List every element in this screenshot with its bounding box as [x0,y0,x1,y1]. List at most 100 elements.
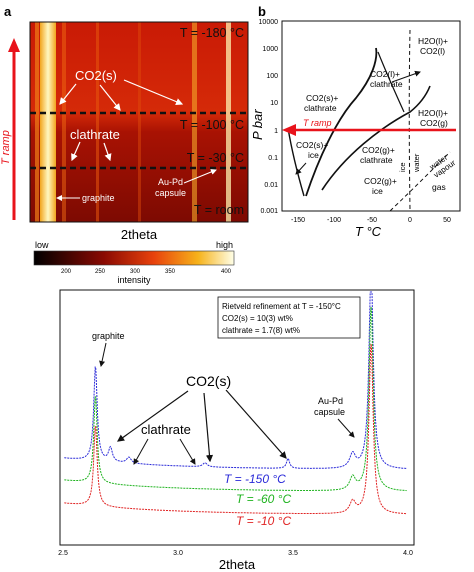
series-label-150: T = -150 °C [224,472,286,486]
heatmap [30,22,248,222]
colorbar-high: high [216,240,233,250]
arrow [71,141,81,162]
panel-b-label: b [258,4,266,19]
aupd-label-c-2: capsule [314,407,345,417]
x-axis-label-b: T °C [355,224,382,239]
region-label: CO2(g) [420,118,448,128]
x-tick-label: 50 [443,217,451,224]
region-label: CO2(s)+ [296,140,328,150]
x-tick-label: -100 [327,217,341,224]
clathrate-label-a: clathrate [70,127,120,142]
aupd-label-a-1: Au-Pd [158,177,183,187]
t-30-label: T = -30 °C [187,151,244,165]
rietveld-line-1: Rietveld refinement at T = -150°C [222,302,341,311]
arrow [103,142,112,162]
series-label-10: T = -10 °C [236,514,291,528]
colorbar-tick: 250 [95,269,106,275]
region-label: ice [308,150,319,160]
x-tick-label: -150 [291,217,305,224]
colorbar-tick: 350 [165,269,176,275]
graphite-peak-band [40,22,56,222]
t-180-label: T = -180 °C [180,26,244,40]
x-axis-label-c: 2theta [219,557,256,572]
series-label-60: T = -60 °C [236,492,291,506]
rietveld-line-2: CO2(s) = 10(3) wt% [222,314,293,323]
arrow [179,438,196,465]
y-tick-label: 0.001 [260,208,278,215]
region-label: CO2(l) [420,46,445,56]
heatmap-band [62,22,66,222]
y-tick-label: 0.1 [268,155,278,162]
heatmap-band [226,22,231,222]
co2s-label-c: CO2(s) [186,373,231,389]
y-tick-label: 0.01 [264,182,278,189]
aupd-label-c-1: Au-Pd [318,396,343,406]
region-label: ice [398,162,407,172]
colorbar-label: intensity [117,275,151,285]
arrow [337,418,355,438]
aupd-label-a-2: capsule [155,188,186,198]
region-label: clathrate [304,103,337,113]
rietveld-box [217,296,361,339]
panel-b: b 10000 1000 100 10 1 0.1 0.01 0.001 -15… [250,4,461,239]
y-tick-label: 1000 [262,46,278,53]
colorbar-tick: 200 [61,269,72,275]
graphite-label-c: graphite [92,331,125,341]
region-label: clathrate [370,79,403,89]
water-vapour-line [389,151,451,212]
region-label: gas [432,182,446,192]
y-tick-label: 1 [274,128,278,135]
x-tick-label-c: 4.0 [403,550,413,557]
heatmap-band [96,22,99,222]
arrow [203,392,214,463]
arrow [123,79,184,106]
panel-a: a T ramp T = -180 °C T = -100 °C T = -30… [0,4,249,285]
arrow [391,70,421,83]
panel-a-label: a [4,4,12,19]
region-label: ice [372,186,383,196]
arrow [133,438,149,465]
region-label: water [412,153,421,173]
region-label: H2O(l)+ [418,36,448,46]
x-tick-label-c: 3.5 [288,550,298,557]
graphite-label-a: graphite [82,193,115,203]
panel-c: c Rietveld refinement at T = -150°C CO2(… [58,288,415,572]
heatmap-band [138,22,141,222]
pattern-series-0 [64,291,407,469]
heatmap-band [192,22,197,222]
y-tick-label: 10 [270,100,278,107]
colorbar [33,250,235,266]
y-tick-label: 100 [266,73,278,80]
colorbar-tick: 400 [221,269,232,275]
arrow [225,389,287,459]
region-label: CO2(g)+ [362,145,395,155]
rietveld-line-3: clathrate = 1.7(8) wt% [222,326,300,335]
diffraction-plot [64,291,407,515]
region-label: clathrate [360,155,393,165]
ice-melting-line [408,29,411,211]
x-tick-label: 0 [408,217,412,224]
colorbar-tick: 300 [130,269,141,275]
region-label: H2O(l)+ [418,108,448,118]
heatmap-band [35,22,39,222]
x-tick-label: -50 [367,217,377,224]
co2s-label-a: CO2(s) [75,68,117,83]
arrow [59,83,77,105]
y-axis-label-b: P bar [250,109,265,140]
co2-sublimation-melt-curve [305,47,378,197]
arrow [117,390,189,442]
region-label: CO2(l)+ [370,69,400,79]
pattern-series-1 [64,306,407,492]
clathrate-dissociation-curve [321,85,431,191]
arrow [295,162,307,175]
arrow [99,84,121,111]
heatmap-frame [29,21,249,223]
clathrate-label-c: clathrate [141,422,191,437]
region-label: CO2(g)+ [364,176,397,186]
x-tick-label-c: 3.0 [173,550,183,557]
region-label: CO2(s)+ [306,93,338,103]
arrow [99,342,107,367]
t-ramp-arrowhead-b [282,124,296,136]
arrow [183,169,217,184]
